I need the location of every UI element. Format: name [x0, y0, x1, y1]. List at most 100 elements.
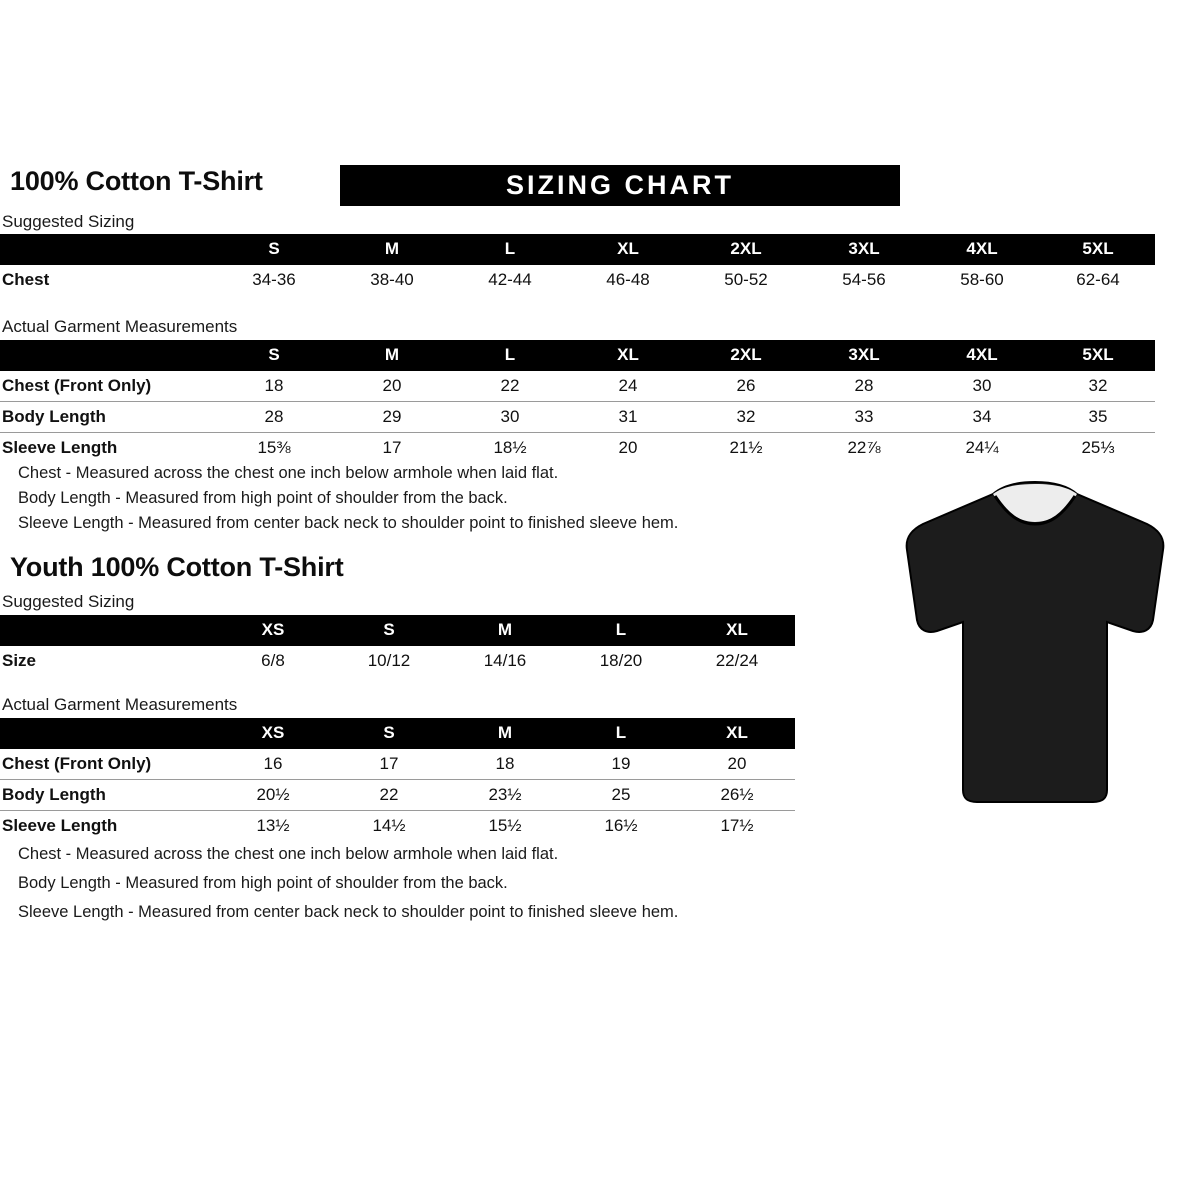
cell-chestfront-m: 18: [447, 749, 563, 780]
table-row: Chest 34-36 38-40 42-44 46-48 50-52 54-5…: [0, 265, 1155, 295]
cell-bodylength-5xl: 35: [1041, 401, 1155, 433]
row-label-size: Size: [2, 651, 37, 670]
table-row: Sleeve Length 15⅜ 17 18½ 20 21½ 22⅞ 24¼ …: [0, 433, 1155, 464]
col-header-xl: XL: [617, 345, 639, 364]
sizing-chart-banner: SIZING CHART: [340, 165, 900, 206]
col-header-l: L: [504, 345, 516, 364]
table-row: Chest (Front Only) 16 17 18 19 20: [0, 749, 795, 780]
cell-bodylength-l: 25: [563, 779, 679, 811]
table-header-row: S M L XL 2XL 3XL 4XL 5XL: [0, 234, 1155, 265]
table-header-row: XS S M L XL: [0, 718, 795, 749]
adult-actual-measurements-label: Actual Garment Measurements: [2, 317, 238, 336]
col-header-s: S: [268, 239, 280, 258]
cell-chest-2xl: 50-52: [724, 270, 768, 289]
row-label-chest-front-only: Chest (Front Only): [0, 371, 215, 402]
row-label-body-length: Body Length: [0, 401, 215, 433]
cell-sleevelength-5xl: 25⅓: [1081, 438, 1115, 457]
cell-sleevelength-m: 17: [382, 438, 402, 457]
col-header-blank: [0, 615, 215, 646]
col-header-xl: XL: [726, 723, 748, 742]
cell-sleevelength-l: 18½: [493, 438, 527, 457]
col-header-s: S: [268, 345, 280, 364]
adult-suggested-sizing-table: S M L XL 2XL 3XL 4XL 5XL Chest 34-36 38-…: [0, 234, 1155, 295]
col-header-s: S: [383, 620, 395, 639]
cell-chestfront-xl: 20: [679, 749, 795, 780]
cell-bodylength-xl: 31: [569, 401, 687, 433]
col-header-xl: XL: [617, 239, 639, 258]
cell-chestfront-l: 22: [451, 371, 569, 402]
cell-sleevelength-l: 16½: [604, 816, 638, 835]
col-header-s: S: [383, 723, 395, 742]
cell-bodylength-2xl: 32: [687, 401, 805, 433]
youth-note-chest: Chest - Measured across the chest one in…: [18, 845, 559, 863]
col-header-5xl: 5XL: [1082, 345, 1114, 364]
col-header-4xl: 4XL: [966, 345, 998, 364]
youth-actual-measurements-table: XS S M L XL Chest (Front Only) 16 17 18 …: [0, 718, 795, 841]
cell-bodylength-xl: 26½: [679, 779, 795, 811]
table-row: Body Length 20½ 22 23½ 25 26½: [0, 779, 795, 811]
cell-bodylength-s: 22: [331, 779, 447, 811]
cell-chestfront-2xl: 26: [687, 371, 805, 402]
col-header-4xl: 4XL: [966, 239, 998, 258]
cell-chest-m: 38-40: [370, 270, 414, 289]
cell-sleevelength-s: 15⅜: [257, 438, 291, 457]
col-header-blank: [0, 340, 215, 371]
col-header-3xl: 3XL: [848, 345, 880, 364]
cell-chestfront-3xl: 28: [805, 371, 923, 402]
tshirt-icon: [905, 480, 1165, 803]
youth-note-sleeve-length: Sleeve Length - Measured from center bac…: [18, 903, 679, 921]
col-header-xl: XL: [726, 620, 748, 639]
cell-chestfront-s: 17: [331, 749, 447, 780]
row-label-body-length: Body Length: [0, 779, 215, 811]
row-label-chest: Chest: [2, 270, 50, 289]
adult-note-body-length: Body Length - Measured from high point o…: [18, 489, 508, 507]
table-header-row: XS S M L XL: [0, 615, 795, 646]
adult-suggested-sizing-label: Suggested Sizing: [2, 212, 135, 231]
col-header-m: M: [384, 239, 400, 258]
cell-sleevelength-s: 14½: [372, 816, 406, 835]
col-header-xs: XS: [261, 620, 285, 639]
col-header-l: L: [615, 723, 627, 742]
table-header-row: S M L XL 2XL 3XL 4XL 5XL: [0, 340, 1155, 371]
col-header-blank: [0, 234, 215, 265]
product-image: [885, 472, 1185, 812]
cell-chest-xl: 46-48: [606, 270, 650, 289]
row-label-sleeve-length: Sleeve Length: [2, 438, 118, 457]
cell-chest-l: 42-44: [488, 270, 532, 289]
youth-suggested-sizing-table: XS S M L XL Size 6/8 10/12 14/16 18/20 2…: [0, 615, 795, 676]
adult-note-chest: Chest - Measured across the chest one in…: [18, 464, 559, 482]
cell-bodylength-3xl: 33: [805, 401, 923, 433]
cell-sleevelength-xl: 17½: [720, 816, 754, 835]
col-header-5xl: 5XL: [1082, 239, 1114, 258]
cell-size-m: 14/16: [483, 651, 527, 670]
youth-suggested-sizing-label: Suggested Sizing: [2, 592, 135, 611]
col-header-xs: XS: [261, 723, 285, 742]
col-header-m: M: [497, 723, 513, 742]
cell-bodylength-l: 30: [451, 401, 569, 433]
row-label-sleeve-length: Sleeve Length: [2, 816, 118, 835]
cell-sleevelength-xs: 13½: [256, 816, 290, 835]
cell-chest-5xl: 62-64: [1076, 270, 1120, 289]
cell-bodylength-m: 29: [333, 401, 451, 433]
col-header-l: L: [504, 239, 516, 258]
cell-sleevelength-4xl: 24¼: [965, 438, 999, 457]
sizing-chart-banner-text: SIZING CHART: [506, 170, 734, 200]
col-header-m: M: [497, 620, 513, 639]
cell-bodylength-s: 28: [215, 401, 333, 433]
table-row: Chest (Front Only) 18 20 22 24 26 28 30 …: [0, 371, 1155, 402]
cell-size-xs: 6/8: [261, 651, 285, 670]
cell-bodylength-m: 23½: [447, 779, 563, 811]
col-header-2xl: 2XL: [730, 345, 762, 364]
col-header-2xl: 2XL: [730, 239, 762, 258]
cell-bodylength-4xl: 34: [923, 401, 1041, 433]
cell-chestfront-5xl: 32: [1041, 371, 1155, 402]
cell-chest-3xl: 54-56: [842, 270, 886, 289]
cell-sleevelength-2xl: 21½: [729, 438, 763, 457]
cell-chestfront-m: 20: [333, 371, 451, 402]
cell-chest-s: 34-36: [252, 270, 296, 289]
adult-note-sleeve-length: Sleeve Length - Measured from center bac…: [18, 514, 679, 532]
cell-size-l: 18/20: [599, 651, 643, 670]
table-row: Size 6/8 10/12 14/16 18/20 22/24: [0, 646, 795, 676]
cell-chest-4xl: 58-60: [960, 270, 1004, 289]
